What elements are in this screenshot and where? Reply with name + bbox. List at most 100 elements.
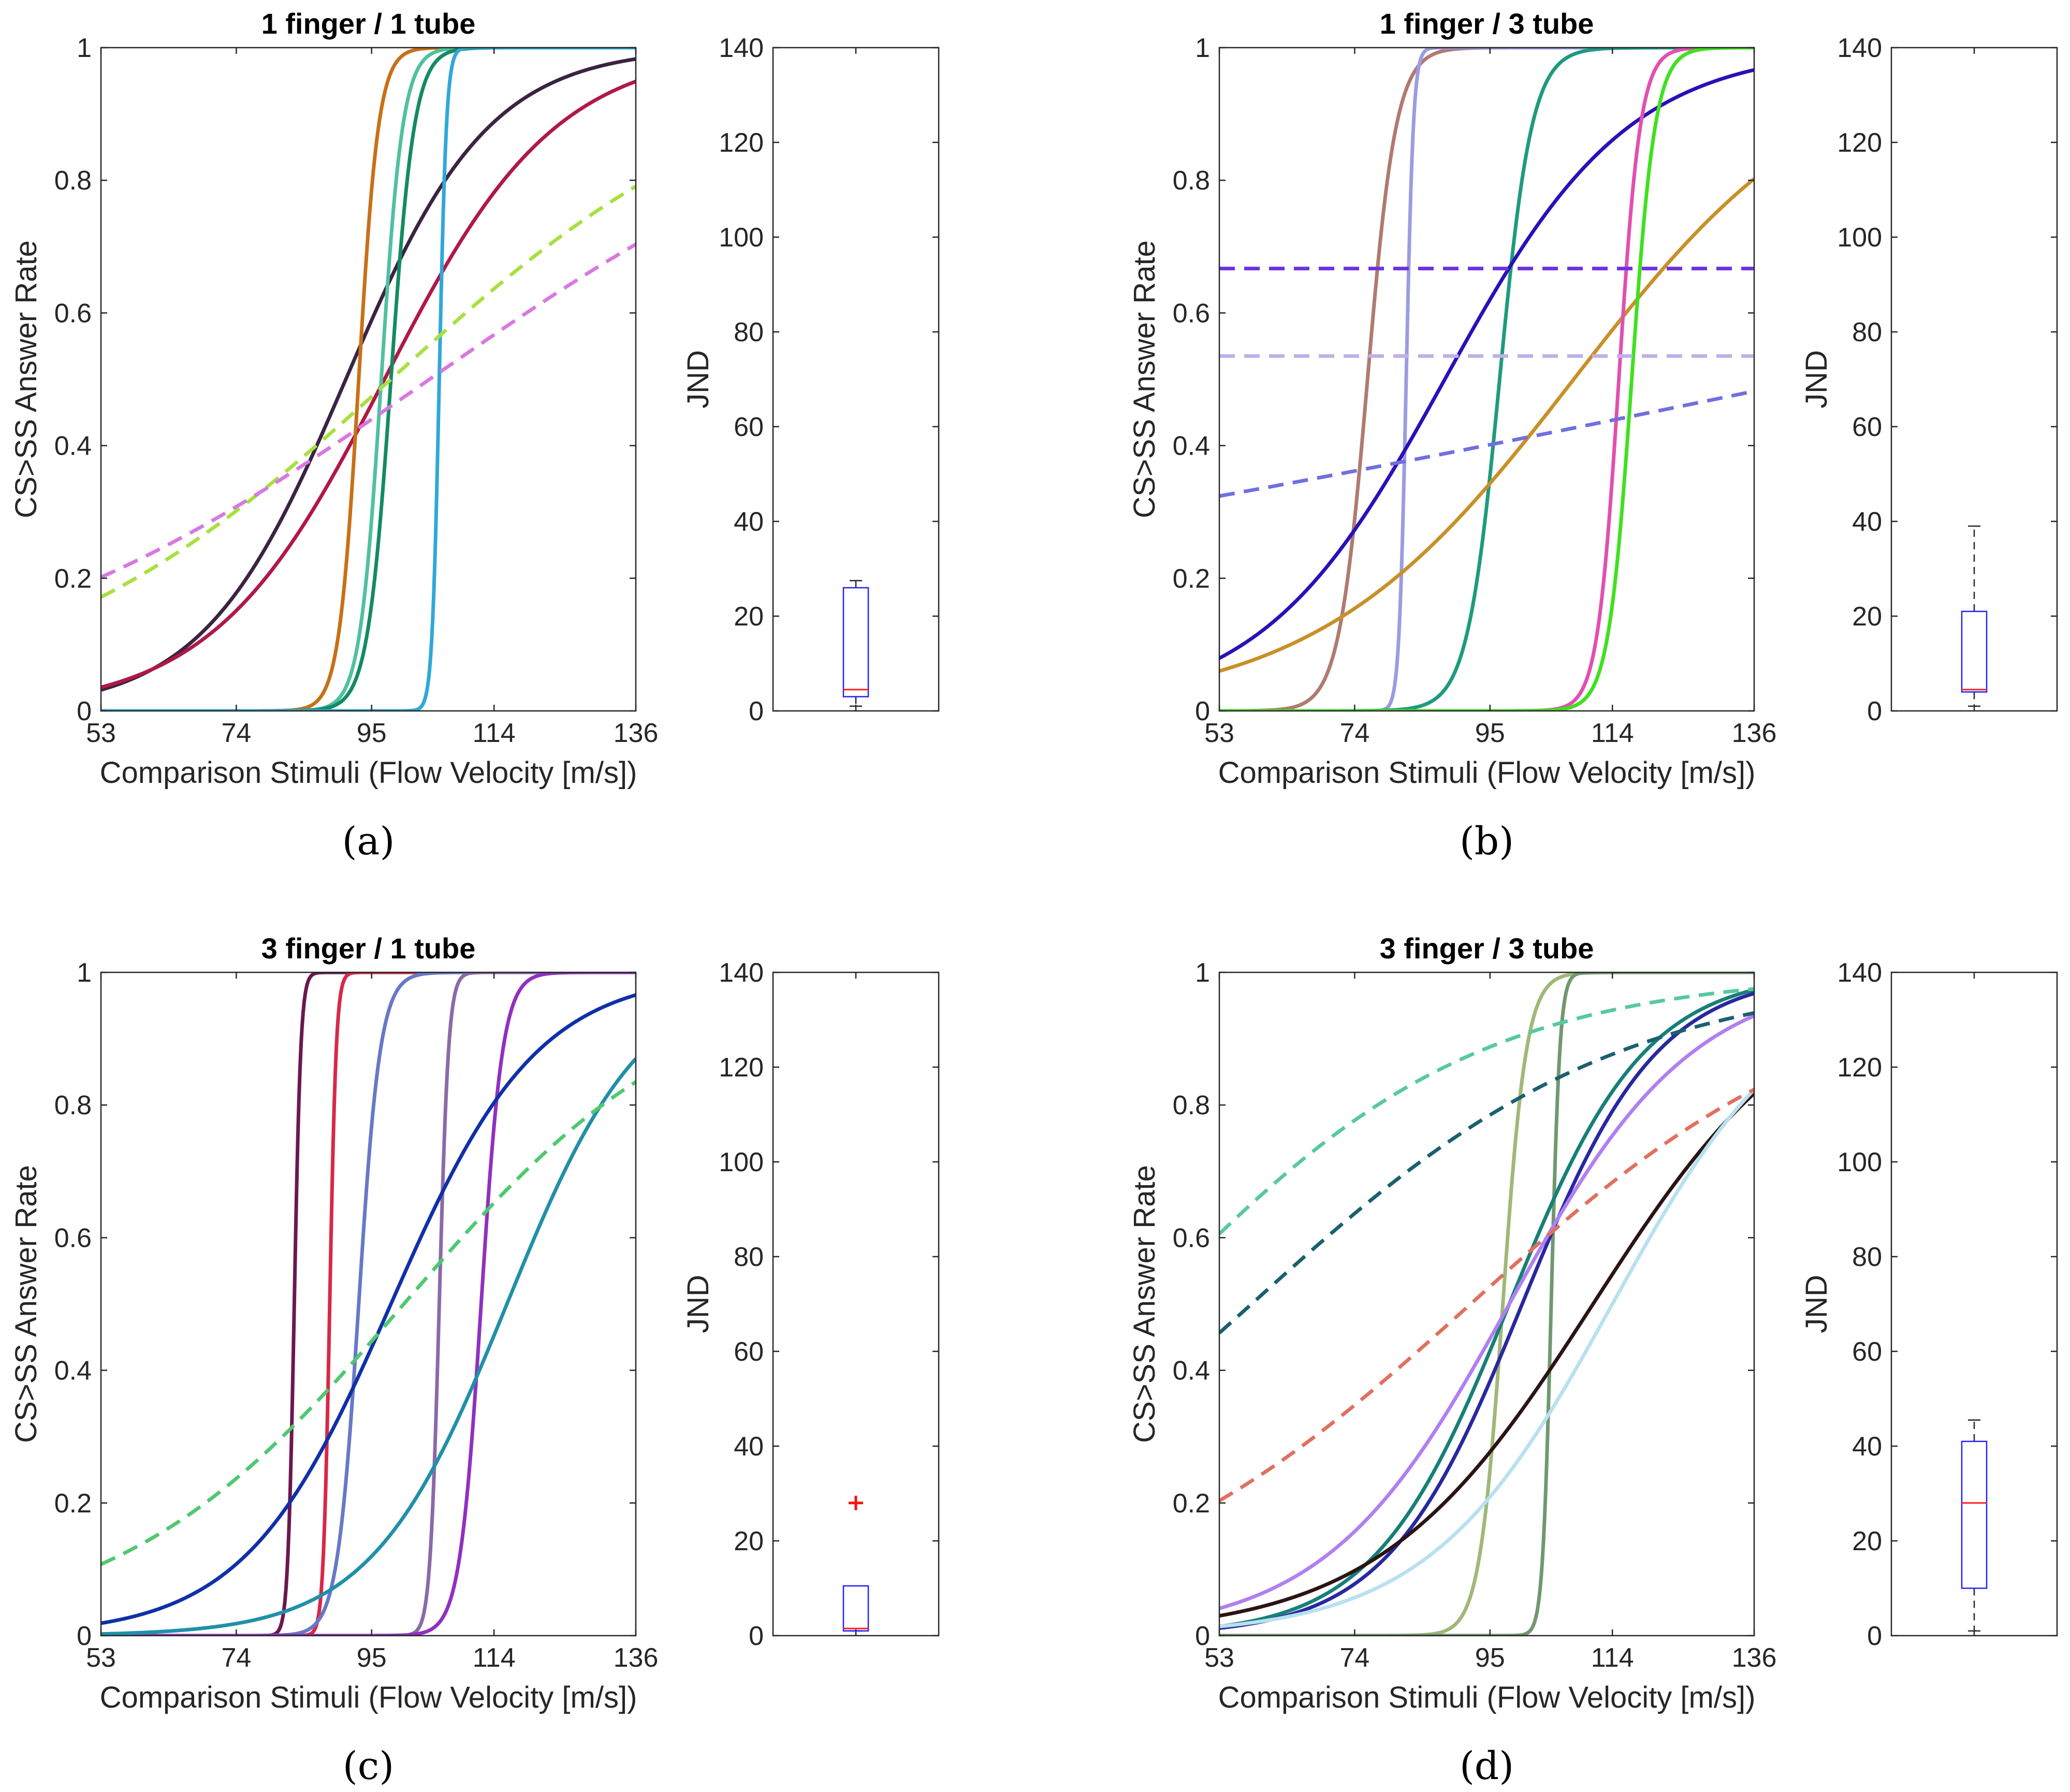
boxplot-axes — [1890, 971, 2058, 1637]
series-line-5 — [1219, 1014, 1754, 1610]
box-y-tick-label: 20 — [734, 1526, 764, 1556]
chart-title: 1 finger / 3 tube — [1380, 7, 1594, 40]
chart-title: 3 finger / 1 tube — [261, 932, 476, 965]
y-axis-label: CS>SS Answer Rate — [1128, 240, 1161, 518]
y-tick-label: 0.6 — [54, 1223, 92, 1253]
series-line-4 — [1219, 68, 1754, 660]
x-tick-label: 74 — [1339, 1643, 1369, 1673]
x-tick-label: 53 — [86, 718, 116, 748]
series-line-6 — [1219, 48, 1754, 711]
jnd-axis-label: JND — [1800, 350, 1833, 409]
series-line-10 — [1219, 1088, 1754, 1503]
panel-d: 3 finger / 3 tube 53 74 95 114 136 0 0.2 0.4 0.6 0… — [1128, 932, 2058, 1788]
iqr-box — [842, 1585, 869, 1632]
y-tick-label: 0.8 — [54, 1090, 92, 1120]
box-y-tick-label: 60 — [1852, 1337, 1882, 1367]
outlier-marker — [849, 1495, 863, 1510]
y-tick-label: 0.2 — [54, 1489, 92, 1519]
y-tick-label: 0.4 — [54, 431, 92, 461]
chart-title: 1 finger / 1 tube — [261, 7, 476, 40]
boxplot-axes — [772, 47, 940, 712]
box-y-tick-label: 100 — [1837, 223, 1882, 253]
series-line-2 — [1219, 48, 1754, 711]
series-line-6 — [101, 48, 636, 711]
y-tick-label: 0.4 — [1173, 431, 1210, 461]
y-axis-label: CS>SS Answer Rate — [1128, 1165, 1161, 1443]
series-line-3 — [101, 48, 636, 711]
box-y-tick-label: 140 — [1837, 33, 1882, 63]
box-y-tick-label: 80 — [1852, 317, 1882, 347]
series-line-1 — [1219, 972, 1754, 1636]
box-y-tick-label: 80 — [734, 317, 764, 347]
panel-a: 1 finger / 1 tube 53 74 95 114 136 0 0.2 0.4 0.6 0… — [9, 7, 940, 864]
jnd-axis-label: JND — [1800, 1275, 1833, 1333]
y-axis-label: CS>SS Answer Rate — [9, 1165, 43, 1443]
y-tick-label: 0.2 — [1173, 1489, 1210, 1519]
series-line-8 — [1219, 987, 1754, 1235]
x-tick-label: 95 — [1475, 718, 1505, 748]
y-tick-label: 0 — [1195, 1621, 1210, 1651]
x-tick-label: 53 — [1204, 718, 1234, 748]
series-line-7 — [1219, 1088, 1754, 1628]
box-y-tick-label: 40 — [1852, 1432, 1882, 1462]
series-line-6 — [1219, 1092, 1754, 1618]
plot-axes — [100, 47, 637, 712]
x-axis-label: Comparison Stimuli (Flow Velocity [m/s]) — [100, 756, 637, 790]
box-y-tick-label: 20 — [1852, 602, 1882, 632]
y-tick-label: 0.8 — [1173, 166, 1210, 196]
jnd-boxplot: 0 20 40 60 80 100 120 140 JND — [1800, 958, 2058, 1651]
x-tick-label: 95 — [1475, 1643, 1505, 1673]
x-tick-label: 136 — [614, 718, 659, 748]
series-line-1 — [101, 57, 636, 692]
x-tick-label: 53 — [86, 1643, 116, 1673]
y-tick-label: 0.8 — [54, 166, 92, 196]
boxplot-axes — [772, 971, 940, 1637]
x-axis-label: Comparison Stimuli (Flow Velocity [m/s]) — [100, 1681, 637, 1714]
chart-title: 3 finger / 3 tube — [1380, 932, 1594, 965]
box-y-tick-label: 0 — [1867, 1621, 1882, 1651]
x-tick-label: 74 — [1339, 718, 1369, 748]
x-tick-label: 95 — [357, 1643, 387, 1673]
x-tick-label: 114 — [473, 718, 516, 748]
y-axis-label: CS>SS Answer Rate — [9, 240, 43, 518]
panel-b: 1 finger / 3 tube 53 74 95 114 136 0 0.2 0.4 0.6 0… — [1128, 7, 2058, 864]
series-line-3 — [101, 972, 636, 1636]
jnd-boxplot: 0 20 40 60 80 100 120 140 JND — [681, 958, 940, 1651]
y-tick-label: 0 — [1195, 696, 1210, 726]
box-y-tick-label: 120 — [1837, 128, 1882, 158]
series-line-2 — [101, 79, 636, 689]
series-line-6 — [101, 993, 636, 1625]
series-line-1 — [101, 972, 636, 1636]
x-tick-label: 53 — [1204, 1643, 1234, 1673]
box-y-tick-label: 0 — [1867, 696, 1882, 726]
y-tick-label: 0.6 — [1173, 1223, 1210, 1253]
panel-label: (c) — [343, 1744, 394, 1788]
series-line-2 — [101, 972, 636, 1636]
series-line-1 — [1219, 48, 1754, 711]
series-line-5 — [101, 48, 636, 711]
jnd-boxplot: 0 20 40 60 80 100 120 140 JND — [681, 33, 940, 726]
box-y-tick-label: 40 — [1852, 507, 1882, 537]
jnd-axis-label: JND — [681, 350, 715, 409]
y-tick-label: 0 — [77, 1621, 92, 1651]
series-group — [1219, 972, 1754, 1636]
plot-axes — [1218, 47, 1755, 712]
jnd-boxplot: 0 20 40 60 80 100 120 140 JND — [1800, 33, 2058, 726]
y-tick-label: 1 — [77, 33, 92, 63]
y-tick-label: 0.2 — [54, 564, 92, 594]
box-y-tick-label: 0 — [749, 696, 764, 726]
x-tick-label: 114 — [1591, 1643, 1634, 1673]
y-tick-label: 1 — [1195, 33, 1210, 63]
box-y-tick-label: 140 — [719, 33, 764, 63]
iqr-box — [842, 587, 869, 697]
series-line-2 — [1219, 972, 1754, 1636]
box-y-tick-label: 100 — [719, 223, 764, 253]
y-tick-label: 0 — [77, 696, 92, 726]
box-y-tick-label: 140 — [1837, 958, 1882, 988]
x-tick-label: 136 — [614, 1643, 659, 1673]
box-y-tick-label: 60 — [734, 1337, 764, 1367]
series-line-7 — [1219, 48, 1754, 711]
box-y-tick-label: 80 — [734, 1242, 764, 1272]
x-tick-label: 74 — [221, 718, 251, 748]
